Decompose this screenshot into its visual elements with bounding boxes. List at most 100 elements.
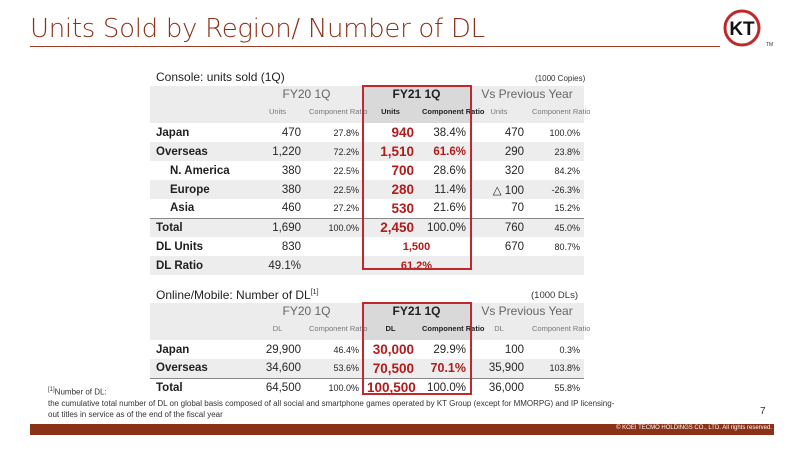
group-fy20: FY20 1Q bbox=[250, 303, 363, 319]
fy20-dl-ratio: 49.1% bbox=[250, 256, 305, 275]
fy20-ratio: 46.4% bbox=[333, 344, 359, 355]
fy20-units: 1,690 bbox=[250, 217, 305, 237]
fy21-highlight-box bbox=[362, 302, 472, 395]
vs-dl: 35,900 bbox=[470, 359, 528, 378]
vs-ratio: 15.2% bbox=[554, 203, 581, 214]
fy20-ratio: 100.0% bbox=[305, 217, 363, 237]
group-fy21: FY21 1Q bbox=[363, 303, 470, 319]
vs-ratio: 103.8% bbox=[528, 359, 585, 378]
row-label: DL Ratio bbox=[150, 256, 250, 275]
col-dl: DL bbox=[470, 319, 528, 340]
fy20-units: 1,220 bbox=[250, 142, 305, 161]
online-group-header: FY20 1Q FY21 1Q Vs Previous Year bbox=[150, 303, 585, 340]
fy20-ratio: 27.2% bbox=[333, 203, 359, 214]
row-label: Total bbox=[150, 217, 250, 237]
fy21-ratio: 28.6% bbox=[433, 164, 466, 177]
fy21-ratio: 100.0% bbox=[418, 377, 470, 397]
row-label: Overseas bbox=[150, 359, 250, 378]
console-unit-note: (1000 Copies) bbox=[535, 74, 586, 83]
fy21-ratio: 11.4% bbox=[418, 180, 470, 199]
fy20-dl: 64,500 bbox=[250, 377, 305, 397]
fy21-units: 700 bbox=[391, 163, 414, 178]
vs-ratio: 45.0% bbox=[528, 217, 585, 237]
vs-ratio: 84.2% bbox=[554, 165, 581, 176]
fy20-units: 460 bbox=[281, 202, 301, 215]
logo-trademark: TM bbox=[766, 42, 773, 48]
fy20-dl-units: 830 bbox=[281, 240, 301, 253]
footnote-ref: [1] bbox=[310, 289, 319, 296]
table-row: Japan 29,900 46.4% 30,000 29.9% 100 0.3% bbox=[150, 340, 584, 359]
fy21-dl: 100,500 bbox=[363, 377, 418, 397]
fy20-dl: 34,600 bbox=[250, 359, 305, 378]
row-label: DL Units bbox=[156, 240, 204, 253]
vs-units: 70 bbox=[511, 202, 524, 215]
fy21-ratio: 21.6% bbox=[433, 202, 466, 215]
col-dl: DL bbox=[250, 319, 305, 340]
col-ratio: Component Ratio bbox=[418, 102, 485, 123]
vs-units: 290 bbox=[470, 142, 528, 161]
fy21-ratio: 61.6% bbox=[418, 142, 470, 161]
row-label: Overseas bbox=[150, 142, 250, 161]
col-ratio: Component Ratio bbox=[305, 102, 367, 123]
fy21-units: 280 bbox=[363, 180, 418, 199]
fy20-ratio: 100.0% bbox=[305, 377, 363, 397]
fy20-units: 380 bbox=[250, 180, 305, 199]
copyright-text: © KOEI TECMO HOLDINGS CO., LTD. All righ… bbox=[616, 425, 772, 431]
group-vs-previous: Vs Previous Year bbox=[470, 303, 585, 319]
group-fy20: FY20 1Q bbox=[250, 86, 363, 102]
vs-units: △ 100 bbox=[470, 180, 528, 199]
fy20-units: 380 bbox=[281, 164, 301, 177]
fy21-units: 530 bbox=[391, 200, 414, 216]
col-units: Units bbox=[363, 102, 418, 123]
col-units: Units bbox=[250, 102, 305, 123]
col-ratio: Component Ratio bbox=[305, 319, 367, 340]
page-title: Units Sold by Region/ Number of DL bbox=[30, 14, 485, 44]
table-row: Japan 470 27.8% 940 38.4% 470 100.0% bbox=[150, 123, 584, 142]
fy20-ratio: 72.2% bbox=[305, 142, 363, 161]
online-caption: Online/Mobile: Number of DL[1] bbox=[156, 288, 319, 302]
col-units: Units bbox=[470, 102, 528, 123]
vs-ratio: 0.3% bbox=[559, 344, 581, 355]
table-row: Overseas 1,220 72.2% 1,510 61.6% 290 23.… bbox=[150, 142, 585, 161]
vs-ratio: 100.0% bbox=[549, 127, 581, 138]
online-unit-note: (1000 DLs) bbox=[531, 290, 578, 301]
table-row-dl-ratio: DL Ratio 49.1% 61.2% bbox=[150, 256, 585, 275]
vs-units: 670 bbox=[504, 240, 524, 253]
koei-tecmo-logo: KT TM bbox=[723, 9, 773, 48]
console-caption: Console: units sold (1Q) bbox=[156, 70, 285, 84]
table-row: N. America 380 22.5% 700 28.6% 320 84.2% bbox=[150, 161, 584, 180]
row-label: Japan bbox=[156, 343, 190, 356]
fy20-dl: 29,900 bbox=[265, 343, 301, 356]
logo-ring bbox=[723, 9, 761, 47]
logo-text: KT bbox=[729, 19, 755, 40]
footnote: [1]Number of DL: the cumulative total nu… bbox=[48, 385, 748, 420]
table-row-total: Total 64,500 100.0% 100,500 100.0% 36,00… bbox=[150, 377, 585, 397]
vs-dl: 36,000 bbox=[470, 377, 528, 397]
online-dl-table: FY20 1Q FY21 1Q Vs Previous Year DL Comp… bbox=[150, 303, 590, 397]
table-row: Asia 460 27.2% 530 21.6% 70 15.2% bbox=[150, 199, 584, 218]
fy21-ratio: 29.9% bbox=[433, 343, 466, 356]
fy21-dl: 30,000 bbox=[372, 342, 414, 357]
table-row: Europe 380 22.5% 280 11.4% △ 100 -26.3% bbox=[150, 180, 585, 199]
fy20-ratio: 22.5% bbox=[333, 165, 359, 176]
fy21-dl: 70,500 bbox=[363, 359, 418, 378]
table-row: Overseas 34,600 53.6% 70,500 70.1% 35,90… bbox=[150, 359, 585, 378]
row-label: Total bbox=[150, 377, 250, 397]
col-dl: DL bbox=[363, 319, 418, 340]
console-units-table: FY20 1Q FY21 1Q Vs Previous Year Units C… bbox=[150, 86, 590, 275]
row-label: N. America bbox=[170, 164, 230, 177]
footnote-marker: [1] bbox=[48, 387, 55, 393]
fy20-ratio: 22.5% bbox=[305, 180, 363, 199]
table-row-total: Total 1,690 100.0% 2,450 100.0% 760 45.0… bbox=[150, 217, 585, 237]
footer-bar bbox=[30, 424, 774, 435]
console-group-header: FY20 1Q FY21 1Q Vs Previous Year bbox=[150, 86, 585, 123]
vs-ratio: 80.7% bbox=[554, 241, 581, 252]
row-label: Japan bbox=[156, 126, 190, 139]
footnote-line: Number of DL: bbox=[54, 387, 107, 397]
vs-ratio: 23.8% bbox=[528, 142, 585, 161]
fy21-ratio: 100.0% bbox=[418, 217, 470, 237]
vs-units: 320 bbox=[504, 164, 524, 177]
table-row-dl-units: DL Units 830 1,500 670 80.7% bbox=[150, 237, 584, 256]
vs-units: 470 bbox=[504, 126, 524, 139]
group-fy21: FY21 1Q bbox=[363, 86, 470, 102]
